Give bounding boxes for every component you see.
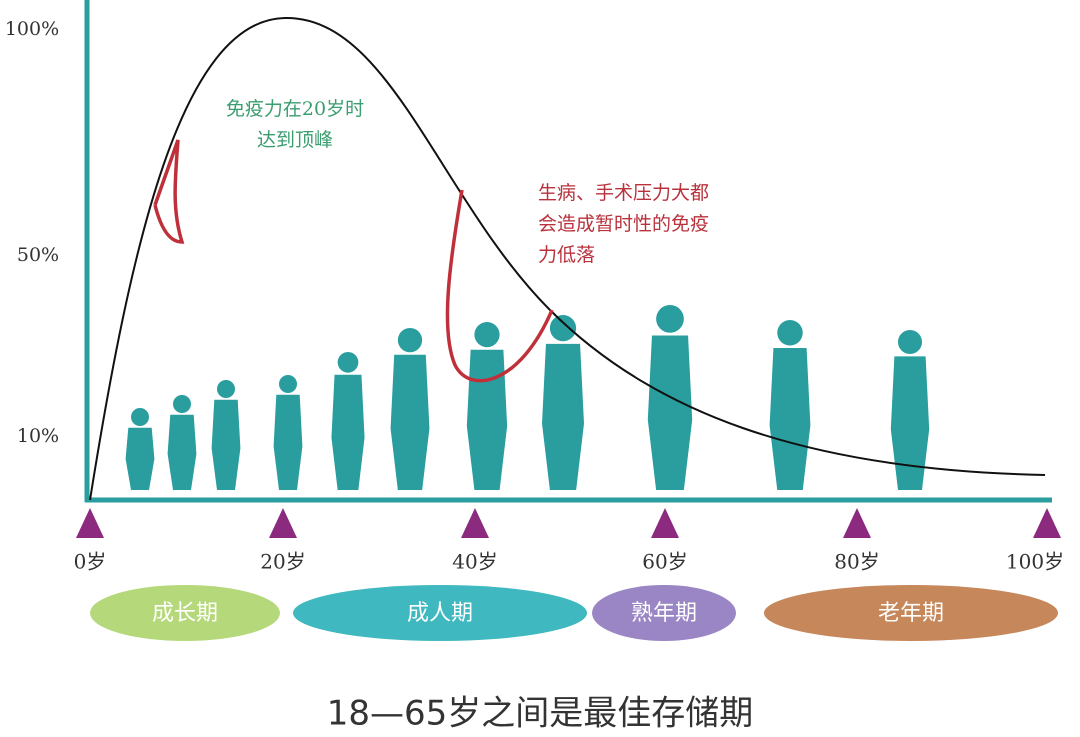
tick-marker	[461, 508, 489, 538]
x-label: 20岁	[260, 550, 305, 574]
silhouette-body	[211, 399, 241, 490]
silhouette-head	[777, 320, 803, 346]
silhouette-head	[173, 395, 191, 413]
silhouette-head	[279, 375, 297, 393]
footer: 18—65岁之间是最佳存储期	[327, 694, 754, 734]
dip-loop	[445, 189, 554, 383]
silhouette-body	[167, 414, 197, 490]
silhouette-head	[397, 328, 423, 353]
stage-pill	[592, 585, 736, 641]
x-label: 0岁	[74, 550, 107, 574]
tick-marker	[1033, 508, 1061, 538]
x-label: 100岁	[1006, 550, 1064, 574]
silhouette-head	[549, 315, 577, 342]
silhouette-body	[331, 374, 365, 490]
tick-marker	[76, 508, 104, 538]
tick-marker	[651, 508, 679, 538]
silhouette-body	[466, 349, 508, 490]
silhouette-body	[125, 427, 155, 490]
tick-marker	[843, 508, 871, 538]
annotation: 免疫力在20岁时	[226, 98, 364, 120]
annotation: 达到顶峰	[257, 129, 333, 151]
silhouette-body	[769, 348, 811, 490]
stage-pill	[90, 585, 280, 641]
tick-marker	[269, 508, 297, 538]
x-label: 60岁	[642, 550, 687, 574]
annotation: 力低落	[538, 244, 595, 266]
silhouette-head	[474, 322, 500, 348]
immunity-curve	[89, 16, 1046, 501]
dip-loop	[153, 139, 185, 244]
y-label: 10%	[17, 425, 59, 447]
silhouette-body	[542, 343, 584, 490]
stage-pill	[764, 585, 1058, 641]
silhouette-body	[647, 335, 693, 490]
x-label: 40岁	[452, 550, 497, 574]
silhouette-body	[390, 354, 430, 490]
y-label: 50%	[17, 244, 59, 266]
stage-label: 成人期	[407, 601, 473, 626]
stage-pill	[293, 585, 587, 641]
annotation: 会造成暂时性的免疫	[538, 213, 709, 235]
annotation: 生病、手术压力大都	[538, 182, 709, 204]
silhouette-body	[273, 394, 303, 490]
x-label: 80岁	[834, 550, 879, 574]
silhouette-head	[217, 380, 235, 398]
silhouette-head	[337, 352, 359, 373]
y-label: 100%	[5, 18, 59, 40]
silhouettes	[125, 305, 930, 490]
stage-label: 熟年期	[631, 601, 697, 626]
silhouette-head	[898, 330, 922, 354]
stage-label: 老年期	[878, 601, 944, 626]
silhouette-body	[890, 356, 930, 490]
stage-label: 成长期	[152, 601, 218, 626]
silhouette-head	[131, 408, 149, 426]
silhouette-head	[656, 305, 684, 333]
